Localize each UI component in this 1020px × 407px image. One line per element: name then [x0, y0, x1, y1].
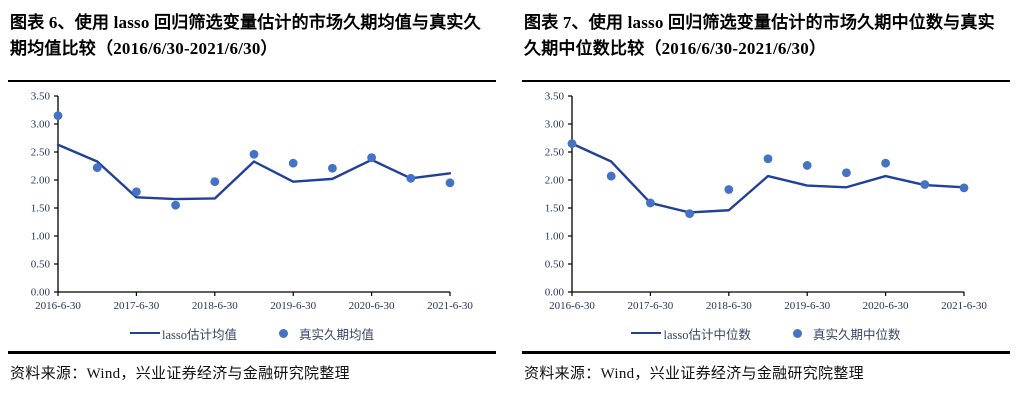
data-point — [881, 158, 890, 168]
y-tick-label: 0.50 — [31, 259, 51, 271]
data-point — [288, 158, 298, 168]
axes — [54, 95, 451, 296]
x-tick-label: 2018-6-30 — [706, 300, 752, 312]
figure-7-footer-divider — [522, 351, 1010, 354]
figure-6-chart: 0.00 0.50 1.00 1.50 2.00 2.50 3.00 3.50 2016-6-3… — [8, 82, 496, 344]
figure-6-title: 图表 6、使用 lasso 回归筛选变量估计的市场久期均值与真实久期均值比较（2… — [10, 13, 481, 58]
scatter-series-marker-icon — [793, 328, 802, 338]
scatter-series-points — [53, 111, 455, 210]
legend-label-scatter-series: 真实久期均值 — [299, 327, 375, 342]
y-tick-label: 2.50 — [31, 147, 51, 159]
data-point — [802, 161, 812, 170]
x-tick-label: 2021-6-30 — [941, 300, 987, 312]
data-point — [328, 163, 337, 173]
x-tick-label: 2019-6-30 — [784, 300, 830, 312]
figure-6-source-note: 资料来源：Wind，兴业证券经济与金融研究院整理 — [10, 366, 350, 382]
legend-label-line-series: lasso估计中位数 — [663, 327, 751, 342]
data-point — [92, 163, 102, 173]
data-point — [567, 139, 577, 148]
scatter-series-marker-icon — [279, 328, 288, 338]
legend-item-line-series: lasso估计均值 — [129, 324, 237, 343]
data-point — [763, 154, 773, 164]
data-point — [132, 187, 141, 197]
y-tick-label: 1.50 — [31, 203, 51, 215]
x-tick-label: 2018-6-30 — [192, 300, 238, 312]
y-tick-label: 3.50 — [31, 91, 51, 103]
data-point — [367, 153, 376, 162]
x-tick-label: 2020-6-30 — [863, 300, 909, 312]
data-point — [171, 200, 181, 210]
figure-6-footer-divider — [8, 351, 496, 354]
x-tick-label: 2016-6-30 — [35, 300, 81, 312]
figure-6-title-divider — [8, 80, 496, 82]
y-tick-label: 3.50 — [545, 91, 565, 103]
data-point — [959, 183, 969, 193]
figure-7-title: 图表 7、使用 lasso 回归筛选变量估计的市场久期中位数与真实久期中位数比较… — [524, 13, 995, 58]
y-tick-label: 2.00 — [31, 175, 51, 187]
data-point — [210, 177, 220, 187]
x-tick-label: 2020-6-30 — [349, 300, 395, 312]
y-tick-label: 1.50 — [545, 203, 565, 215]
y-tick-label: 0.00 — [545, 287, 565, 299]
figure-6-legend: lasso估计均值 真实久期均值 — [8, 322, 496, 344]
tick-labels: 0.00 0.50 1.00 1.50 2.00 2.50 3.00 3.50 2016-6-3… — [545, 91, 988, 313]
line-series-marker-icon — [129, 332, 160, 334]
data-point — [724, 185, 734, 194]
data-point — [606, 171, 616, 181]
legend-label-scatter-series: 真实久期中位数 — [813, 327, 901, 342]
line-series-path — [570, 142, 966, 214]
legend-item-scatter-series: 真实久期均值 — [279, 324, 374, 343]
scatter-series-points — [567, 139, 969, 218]
data-point — [445, 178, 455, 188]
line-series-path — [56, 143, 452, 201]
y-tick-label: 3.00 — [31, 119, 51, 131]
x-tick-label: 2021-6-30 — [427, 300, 473, 312]
data-point — [406, 173, 416, 183]
figure-7-source-note: 资料来源：Wind，兴业证券经济与金融研究院整理 — [524, 366, 864, 382]
report-figures-page: 图表 6、使用 lasso 回归筛选变量估计的市场久期均值与真实久期均值比较（2… — [8, 8, 1010, 383]
y-tick-label: 1.00 — [31, 231, 51, 243]
x-tick-label: 2016-6-30 — [549, 300, 595, 312]
figure-6-line-scatter-chart: 0.00 0.50 1.00 1.50 2.00 2.50 3.00 3.50 2016-6-3… — [31, 91, 474, 313]
figure-7-title-divider — [522, 80, 1010, 82]
legend-item-line-series: lasso估计中位数 — [631, 324, 751, 343]
figure-6-panel: 图表 6、使用 lasso 回归筛选变量估计的市场久期均值与真实久期均值比较（2… — [8, 8, 496, 383]
y-tick-label: 0.50 — [545, 259, 565, 271]
y-tick-label: 0.00 — [31, 287, 51, 299]
data-point — [646, 198, 655, 208]
y-tick-label: 3.00 — [545, 119, 565, 131]
x-tick-label: 2017-6-30 — [627, 300, 673, 312]
figure-7-line-scatter-chart: 0.00 0.50 1.00 1.50 2.00 2.50 3.00 3.50 2016-6-3… — [545, 91, 988, 313]
figure-7-chart: 0.00 0.50 1.00 1.50 2.00 2.50 3.00 3.50 2016-6-3… — [522, 82, 1010, 344]
axes — [568, 95, 965, 296]
data-point — [920, 180, 930, 189]
figure-7-panel: 图表 7、使用 lasso 回归筛选变量估计的市场久期中位数与真实久期中位数比较… — [522, 8, 1010, 383]
figure-7-legend: lasso估计中位数 真实久期中位数 — [522, 322, 1010, 344]
legend-label-line-series: lasso估计均值 — [161, 327, 237, 342]
data-point — [53, 111, 63, 120]
y-tick-label: 2.50 — [545, 147, 565, 159]
tick-labels: 0.00 0.50 1.00 1.50 2.00 2.50 3.00 3.50 2016-6-3… — [31, 91, 474, 313]
x-tick-label: 2017-6-30 — [113, 300, 159, 312]
data-point — [249, 149, 259, 159]
data-point — [842, 168, 851, 178]
data-point — [685, 209, 694, 218]
y-tick-label: 1.00 — [545, 231, 565, 243]
line-series-marker-icon — [631, 332, 662, 334]
y-tick-label: 2.00 — [545, 175, 565, 187]
x-tick-label: 2019-6-30 — [270, 300, 316, 312]
legend-item-scatter-series: 真实久期中位数 — [793, 324, 901, 343]
